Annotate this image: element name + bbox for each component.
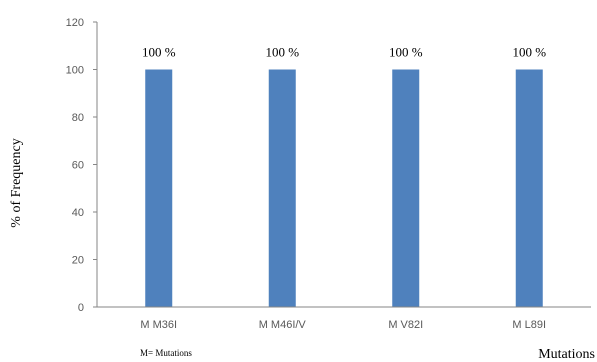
data-labels: 100 % 100 % 100 % 100 % — [142, 45, 546, 60]
y-axis-ticks: 0 20 40 60 80 100 120 — [66, 17, 97, 314]
y-tick-label: 40 — [72, 207, 84, 219]
y-tick-label: 80 — [72, 112, 84, 124]
bar — [515, 69, 543, 307]
data-label: 100 % — [389, 45, 423, 60]
x-tick-label: M M46I/V — [259, 319, 307, 331]
data-label: 100 % — [142, 45, 176, 60]
y-axis-title: % of Frequency — [9, 138, 24, 227]
bars — [145, 69, 543, 307]
bar — [268, 69, 296, 307]
y-tick-label: 0 — [78, 302, 84, 314]
x-tick-label: M V82I — [388, 319, 423, 331]
data-label: 100 % — [512, 45, 546, 60]
bar — [392, 69, 420, 307]
x-axis-title: Mutations — [538, 347, 595, 362]
x-tick-label: M M36I — [140, 319, 177, 331]
y-tick-label: 120 — [66, 17, 84, 29]
y-tick-label: 60 — [72, 160, 84, 172]
x-axis-ticks: M M36I M M46I/V M V82I M L89I — [140, 319, 546, 331]
footnote: M= Mutations — [140, 348, 192, 358]
x-tick-label: M L89I — [512, 319, 546, 331]
data-label: 100 % — [265, 45, 299, 60]
y-tick-label: 100 — [66, 65, 84, 77]
bar — [145, 69, 173, 307]
y-tick-label: 20 — [72, 255, 84, 267]
